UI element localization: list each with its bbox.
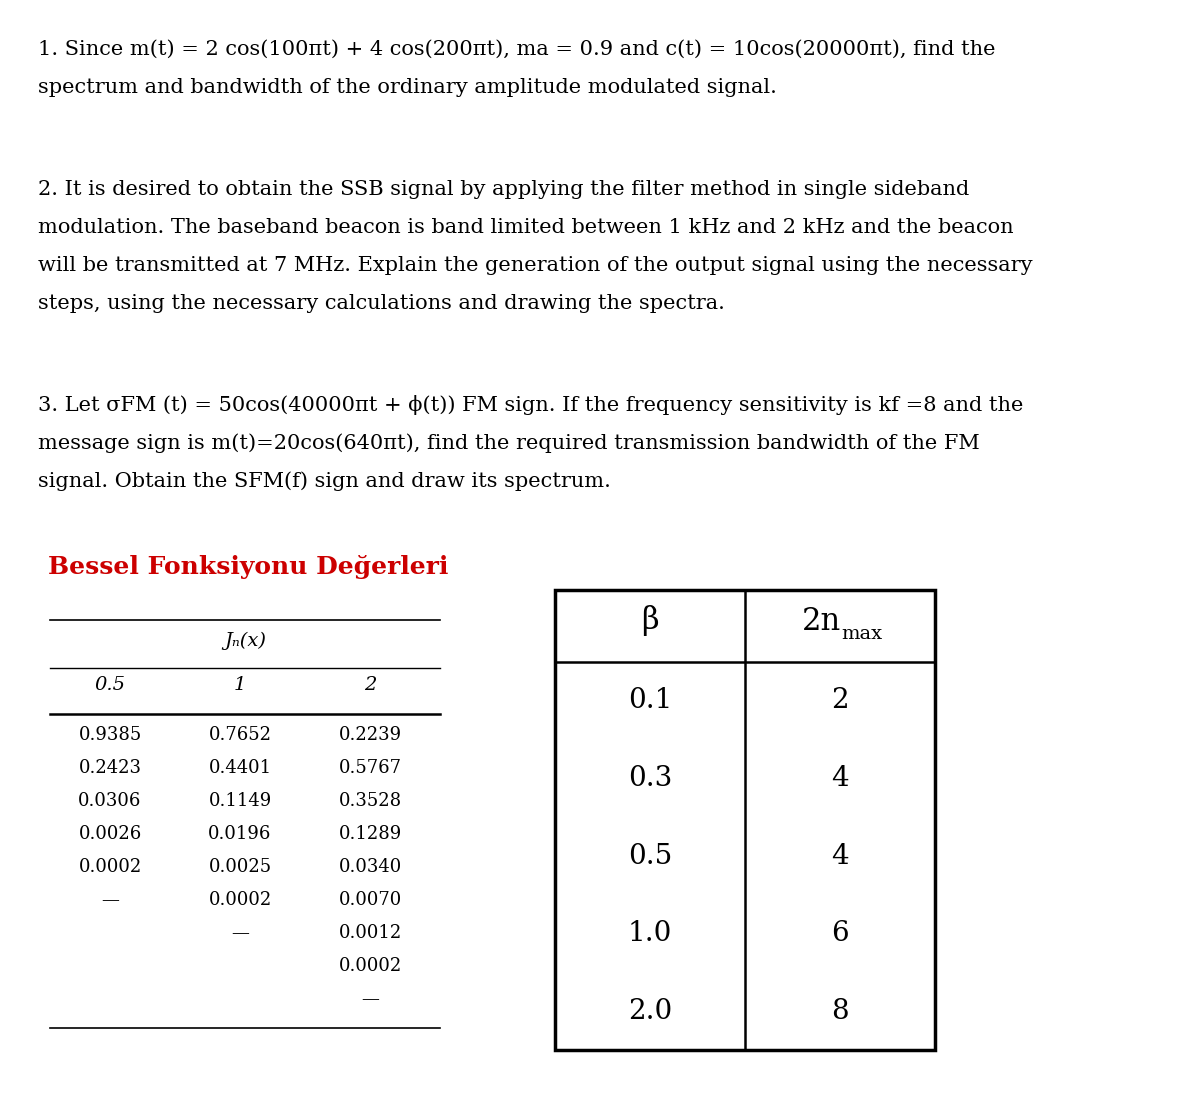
Text: Jₙ(x): Jₙ(x) (224, 632, 266, 650)
Text: 1: 1 (234, 675, 246, 694)
Text: 0.0196: 0.0196 (209, 825, 271, 843)
Text: 3. Let σFM (t) = 50cos(40000πt + ϕ(t)) FM sign. If the frequency sensitivity is : 3. Let σFM (t) = 50cos(40000πt + ϕ(t)) F… (38, 395, 1024, 415)
Text: 0.0306: 0.0306 (78, 792, 142, 810)
Text: 0.5: 0.5 (628, 843, 672, 870)
Text: 0.3528: 0.3528 (338, 792, 402, 810)
Text: 0.0002: 0.0002 (78, 858, 142, 875)
Text: 0.3: 0.3 (628, 765, 672, 792)
Text: 2. It is desired to obtain the SSB signal by applying the filter method in singl: 2. It is desired to obtain the SSB signa… (38, 180, 970, 199)
Text: 1.0: 1.0 (628, 920, 672, 948)
Text: 6: 6 (832, 920, 848, 948)
Text: message sign is m(t)=20cos(640πt), find the required transmission bandwidth of t: message sign is m(t)=20cos(640πt), find … (38, 433, 979, 453)
Text: 4: 4 (832, 765, 848, 792)
Text: signal. Obtain the SFM(f) sign and draw its spectrum.: signal. Obtain the SFM(f) sign and draw … (38, 471, 611, 491)
Text: 0.0070: 0.0070 (338, 891, 402, 909)
Text: will be transmitted at 7 MHz. Explain the generation of the output signal using : will be transmitted at 7 MHz. Explain th… (38, 256, 1033, 275)
Text: Bessel Fonksiyonu Değerleri: Bessel Fonksiyonu Değerleri (48, 555, 449, 579)
Text: 0.2423: 0.2423 (78, 759, 142, 777)
Text: 0.0026: 0.0026 (78, 825, 142, 843)
Text: 0.1: 0.1 (628, 687, 672, 715)
Text: —: — (361, 990, 379, 1008)
Text: spectrum and bandwidth of the ordinary amplitude modulated signal.: spectrum and bandwidth of the ordinary a… (38, 78, 776, 97)
Text: —: — (101, 891, 119, 909)
Text: 0.0012: 0.0012 (338, 924, 402, 942)
Text: 0.1289: 0.1289 (338, 825, 402, 843)
Text: steps, using the necessary calculations and drawing the spectra.: steps, using the necessary calculations … (38, 294, 725, 313)
Text: —: — (232, 924, 248, 942)
Text: 1. Since m(t) = 2 cos(100πt) + 4 cos(200πt), ma = 0.9 and c(t) = 10cos(20000πt),: 1. Since m(t) = 2 cos(100πt) + 4 cos(200… (38, 40, 996, 59)
Text: 0.7652: 0.7652 (209, 726, 271, 744)
Text: 0.9385: 0.9385 (78, 726, 142, 744)
Text: β: β (641, 606, 659, 636)
Text: 4: 4 (832, 843, 848, 870)
Text: 2: 2 (364, 675, 376, 694)
Text: 0.0002: 0.0002 (338, 957, 402, 975)
Text: 0.0025: 0.0025 (209, 858, 271, 875)
Text: modulation. The baseband beacon is band limited between 1 kHz and 2 kHz and the : modulation. The baseband beacon is band … (38, 218, 1014, 237)
Text: 0.5767: 0.5767 (338, 759, 402, 777)
Text: 0.5: 0.5 (95, 675, 126, 694)
Text: 2.0: 2.0 (628, 998, 672, 1025)
Text: 0.0002: 0.0002 (209, 891, 271, 909)
Text: 2n: 2n (803, 606, 841, 636)
Text: 0.1149: 0.1149 (209, 792, 271, 810)
Text: 8: 8 (832, 998, 848, 1025)
Text: 0.2239: 0.2239 (338, 726, 402, 744)
Bar (554, 590, 935, 1050)
Text: 0.4401: 0.4401 (209, 759, 271, 777)
Text: max: max (841, 625, 882, 643)
Text: 2: 2 (832, 687, 848, 715)
Text: 0.0340: 0.0340 (338, 858, 402, 875)
